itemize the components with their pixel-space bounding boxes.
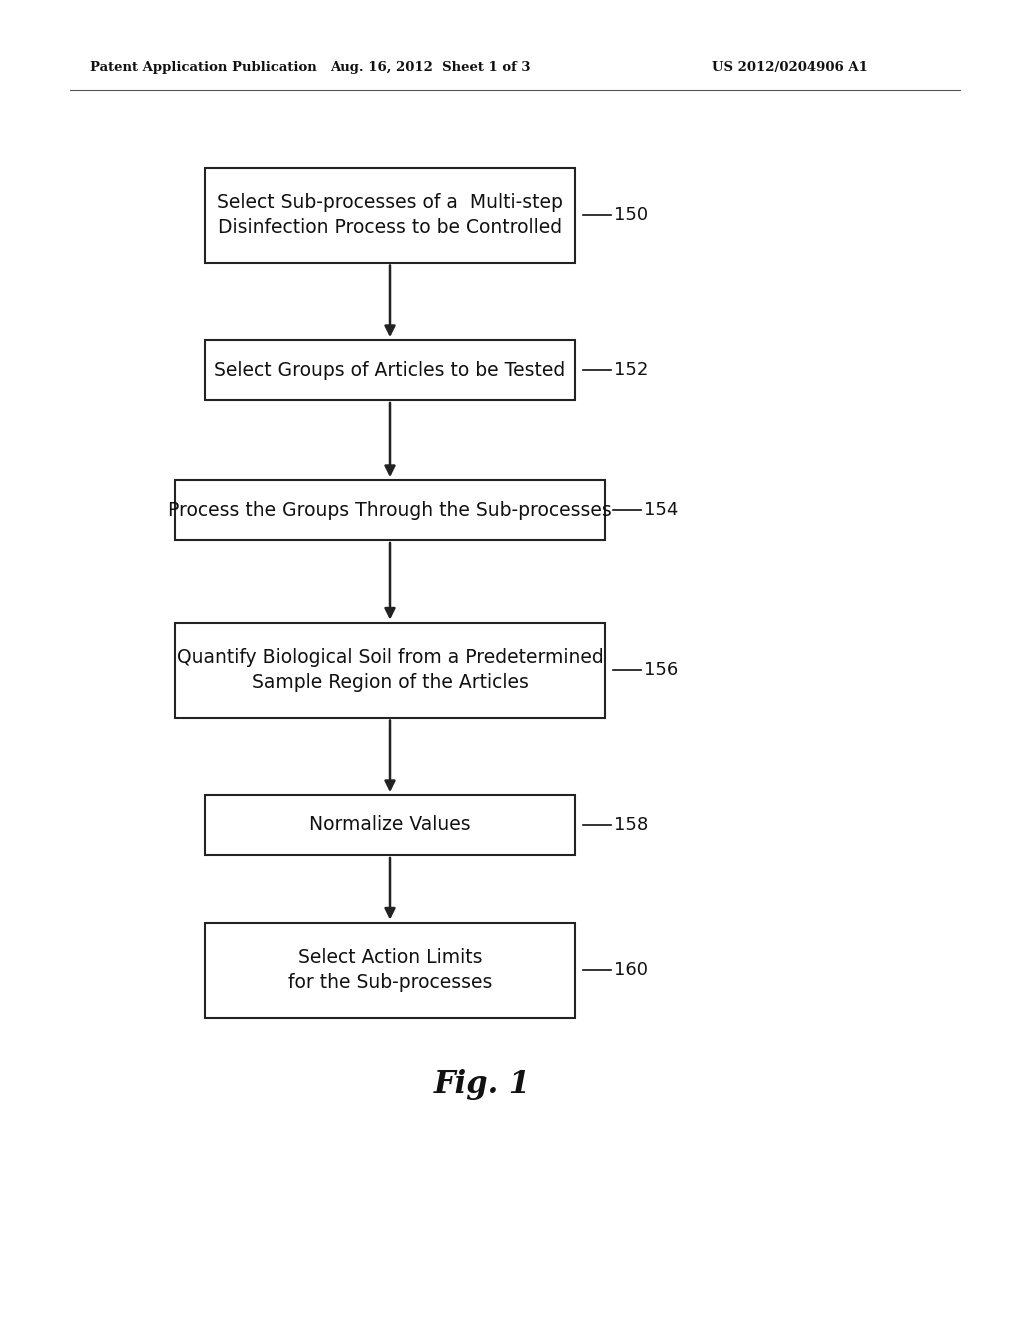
Text: 156: 156 bbox=[644, 661, 678, 678]
Bar bbox=[175, 480, 605, 540]
Bar bbox=[205, 923, 575, 1018]
Text: 152: 152 bbox=[614, 360, 648, 379]
Text: Select Action Limits
for the Sub-processes: Select Action Limits for the Sub-process… bbox=[288, 948, 493, 993]
Text: 160: 160 bbox=[614, 961, 648, 979]
Text: Patent Application Publication: Patent Application Publication bbox=[90, 62, 316, 74]
Text: Normalize Values: Normalize Values bbox=[309, 816, 471, 834]
Text: Fig. 1: Fig. 1 bbox=[433, 1069, 530, 1101]
Bar bbox=[205, 795, 575, 855]
Text: Process the Groups Through the Sub-processes: Process the Groups Through the Sub-proce… bbox=[168, 500, 612, 520]
Text: Select Sub-processes of a  Multi-step
Disinfection Process to be Controlled: Select Sub-processes of a Multi-step Dis… bbox=[217, 193, 563, 238]
Text: 154: 154 bbox=[644, 502, 678, 519]
Text: 158: 158 bbox=[614, 816, 648, 834]
Text: Aug. 16, 2012  Sheet 1 of 3: Aug. 16, 2012 Sheet 1 of 3 bbox=[330, 62, 530, 74]
Bar bbox=[205, 168, 575, 263]
Bar bbox=[205, 341, 575, 400]
Bar bbox=[175, 623, 605, 718]
Text: Quantify Biological Soil from a Predetermined
Sample Region of the Articles: Quantify Biological Soil from a Predeter… bbox=[176, 648, 603, 692]
Text: 150: 150 bbox=[614, 206, 648, 224]
Text: Select Groups of Articles to be Tested: Select Groups of Articles to be Tested bbox=[214, 360, 565, 380]
Text: US 2012/0204906 A1: US 2012/0204906 A1 bbox=[712, 62, 868, 74]
